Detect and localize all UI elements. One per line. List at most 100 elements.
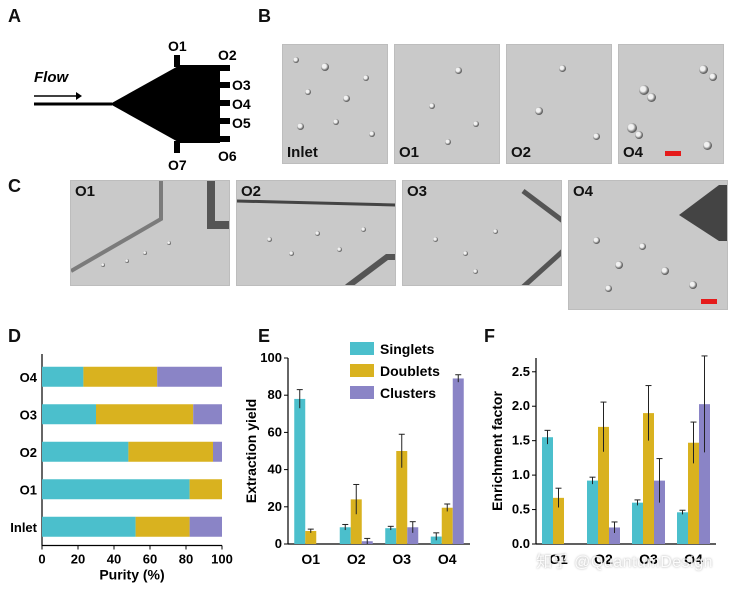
extraction-yield-chart: 0 20 40 60 80 100 O1 O2 O3 O4 Extraction yield Sing… <box>243 341 470 567</box>
outlet-channel-o4 <box>218 100 230 106</box>
micrograph-label: O4 <box>573 183 594 200</box>
flow-arrowhead <box>76 92 82 100</box>
scale-bar <box>701 299 717 304</box>
y-tick-label: O1 <box>20 482 37 497</box>
y-tick-label: 2.5 <box>512 364 530 379</box>
legend-swatch-singlets <box>350 342 374 355</box>
bar-doublets <box>96 404 194 425</box>
watermark: 知乎 @QuantumDesign <box>536 554 713 571</box>
x-tick-label: O4 <box>438 551 457 567</box>
outlet-channel-o7 <box>174 141 180 153</box>
legend-label-doublets: Doublets <box>380 363 440 379</box>
y-tick-label: 1.5 <box>512 433 530 448</box>
outlet-label-o4: O4 <box>232 96 251 112</box>
bar-clusters <box>193 404 222 425</box>
y-axis-label: Enrichment factor <box>489 391 505 511</box>
y-tick-label: Inlet <box>10 520 37 535</box>
bar-singlets <box>677 512 688 544</box>
bar-doublets <box>305 530 317 544</box>
bar-clusters <box>189 516 222 537</box>
outlet-label-o6: O6 <box>218 148 237 164</box>
legend-label-clusters: Clusters <box>380 385 436 401</box>
outlet-channel-o6 <box>218 136 230 142</box>
x-tick-label: 20 <box>71 552 85 567</box>
x-tick-label: 100 <box>211 552 233 567</box>
channel-walls <box>237 199 395 285</box>
micrograph-label: O2 <box>241 183 262 200</box>
y-tick-label: 0.0 <box>512 536 530 551</box>
x-tick-label: 60 <box>143 552 157 567</box>
outlet-channel-o5 <box>218 118 230 124</box>
y-tick-label: 0.5 <box>512 502 530 517</box>
x-tick-label: 40 <box>107 552 121 567</box>
legend-label-singlets: Singlets <box>380 341 435 357</box>
purity-chart: O4 O3 O2 O1 Inlet 0 20 40 60 80 100 Purity (%) <box>10 354 233 583</box>
outlet-label-o5: O5 <box>232 115 251 131</box>
separation-chamber <box>110 65 220 143</box>
y-tick-label: O3 <box>20 407 37 422</box>
micrograph-c-o2: O2 <box>236 180 396 286</box>
y-tick-label: 40 <box>268 462 282 477</box>
micrograph-label: O1 <box>399 144 420 161</box>
y-tick-label: O2 <box>20 445 37 460</box>
channel-walls <box>521 189 561 285</box>
x-tick-label: 80 <box>179 552 193 567</box>
outlet-channel-o3 <box>218 82 230 88</box>
outlet-channel-o1 <box>174 55 180 67</box>
outlet-label-o2: O2 <box>218 47 237 63</box>
bar-singlets <box>42 366 84 387</box>
channel-walls <box>71 181 229 273</box>
y-tick-label: 1.0 <box>512 467 530 482</box>
panel-letter-a: A <box>8 6 21 26</box>
bar-singlets <box>385 528 397 544</box>
scale-bar <box>665 151 681 156</box>
micrograph-label: O4 <box>623 144 644 161</box>
micrograph-c-o1: O1 <box>70 180 230 286</box>
panel-letter-b: B <box>258 6 271 26</box>
micrograph-label: O2 <box>511 144 532 161</box>
micrograph-label: O1 <box>75 183 96 200</box>
y-tick-label: 100 <box>260 350 282 365</box>
x-tick-label: O1 <box>301 551 320 567</box>
bar-singlets <box>42 479 190 500</box>
x-tick-label: O3 <box>392 551 411 567</box>
bar-doublets <box>189 479 222 500</box>
x-tick-label: O4 <box>684 551 703 567</box>
bar-clusters <box>213 441 222 462</box>
outlet-channel-o2 <box>218 65 230 71</box>
bar-singlets <box>430 536 442 544</box>
y-tick-label: 2.0 <box>512 398 530 413</box>
bar-singlets <box>542 437 553 544</box>
bar-clusters <box>407 527 419 544</box>
device-schematic: Flow O1 O2 O3 O4 O5 O6 O7 <box>34 38 251 170</box>
x-tick-label: O2 <box>594 551 613 567</box>
bar-clusters <box>699 404 710 544</box>
bar-singlets <box>42 516 136 537</box>
outlet-label-o3: O3 <box>232 77 251 93</box>
y-tick-label: 80 <box>268 387 282 402</box>
bar-doublets <box>128 441 213 462</box>
y-axis-label: Extraction yield <box>243 399 259 503</box>
bar-singlets <box>339 527 351 544</box>
bar-doublets <box>350 499 362 544</box>
micrograph-c-o4: O4 <box>568 180 728 310</box>
legend-swatch-clusters <box>350 386 374 399</box>
legend-swatch-doublets <box>350 364 374 377</box>
micrograph-label: O3 <box>407 183 428 200</box>
x-tick-label: O3 <box>639 551 658 567</box>
x-tick-label: O2 <box>347 551 366 567</box>
bar-doublets <box>83 366 158 387</box>
x-tick-label: 0 <box>38 552 45 567</box>
bar-clusters <box>654 480 665 544</box>
y-tick-label: O4 <box>20 370 38 385</box>
bar-singlets <box>42 404 96 425</box>
micrograph-label: Inlet <box>287 144 318 161</box>
panel-letter-f: F <box>484 326 495 346</box>
bar-doublets <box>135 516 190 537</box>
x-axis-label: Purity (%) <box>99 567 164 583</box>
outlet-label-o1: O1 <box>168 38 187 54</box>
bar-doublets <box>396 451 408 544</box>
bar-doublets <box>688 442 699 544</box>
panel-letter-d: D <box>8 326 21 346</box>
bar-clusters <box>452 378 464 544</box>
